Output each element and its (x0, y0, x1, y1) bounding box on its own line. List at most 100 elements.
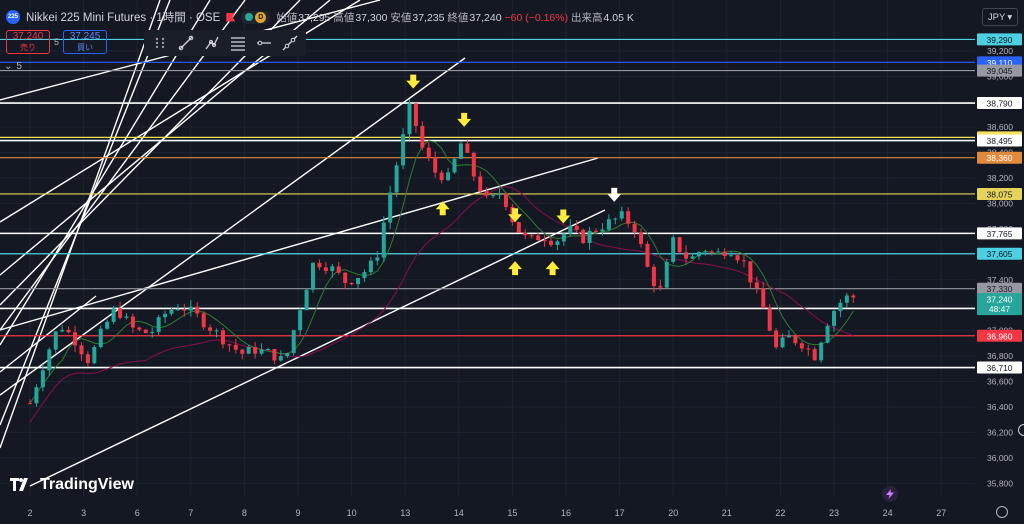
candle (568, 225, 573, 234)
tradingview-logo-mark (10, 478, 28, 491)
gear-icon[interactable] (996, 506, 1008, 518)
price-level-tag (977, 33, 1022, 46)
candle (484, 191, 489, 196)
candle (581, 229, 586, 244)
candle (439, 172, 444, 181)
spread-value: 5 (54, 37, 60, 47)
candle (368, 260, 373, 273)
candle (722, 251, 727, 257)
trendline (0, 157, 599, 331)
candle (536, 235, 541, 241)
candle (645, 243, 650, 267)
candle (696, 251, 701, 257)
candle (105, 321, 110, 329)
candle (349, 282, 354, 285)
candle (73, 332, 78, 346)
sell-button[interactable]: 37,240 売り (6, 30, 50, 54)
tradingview-logo[interactable]: TradingView (10, 476, 134, 494)
x-tick-label: 14 (454, 508, 464, 518)
trendline-icon[interactable] (174, 32, 198, 54)
candle (272, 349, 277, 361)
price-level-label: 39,045 (987, 66, 1013, 76)
candle (832, 311, 836, 326)
time-axis (0, 500, 1024, 524)
drag-handle-icon[interactable] (148, 32, 172, 54)
candle (844, 295, 849, 303)
candle (542, 240, 547, 242)
candle (851, 295, 856, 298)
indicator-collapse[interactable]: ⌄ 5 (4, 61, 22, 72)
candle (619, 211, 624, 219)
candle (452, 158, 457, 173)
candle (754, 282, 759, 289)
candle (28, 403, 32, 405)
candle (188, 306, 193, 311)
symbol-title[interactable]: Nikkei 225 Mini Futures · 1時間 · OSE (26, 12, 221, 24)
candle (156, 317, 161, 333)
candle (516, 222, 521, 233)
multi-point-line-icon[interactable] (200, 32, 224, 54)
horizontal-ray-icon[interactable] (252, 32, 276, 54)
arrow-up-marker (508, 261, 523, 276)
candle (606, 219, 611, 230)
candle (548, 240, 553, 245)
candle (285, 352, 290, 357)
candle (201, 313, 206, 328)
candle (651, 266, 656, 287)
candle (735, 255, 740, 261)
candle (594, 230, 599, 232)
candle (195, 306, 200, 314)
y-tick-label: 38,000 (987, 198, 1013, 208)
current-price-label: 37,240 (987, 295, 1013, 305)
trendline (29, 209, 606, 487)
extended-line-icon[interactable] (278, 32, 302, 54)
fib-retracement-icon[interactable] (226, 32, 250, 54)
candle (317, 262, 322, 268)
symbol-badge[interactable]: 225 (6, 10, 20, 24)
candle (330, 266, 335, 272)
price-level-tag (977, 187, 1022, 200)
candle (426, 147, 431, 158)
y-tick-label: 36,000 (987, 453, 1013, 463)
arrow-down-marker (457, 112, 472, 127)
flag-icon[interactable] (226, 12, 236, 22)
y-tick-label: 36,200 (987, 427, 1013, 437)
candle (780, 337, 785, 348)
candle (774, 330, 779, 348)
scroll-handle[interactable] (1018, 424, 1024, 436)
buy-button[interactable]: 37,245 買い (63, 30, 108, 54)
candle (208, 327, 213, 331)
ohlc-readout: 始値37,295 高値37,300 安値37,235 終値37,240 −60 … (276, 11, 634, 24)
trendline (0, 0, 211, 346)
candle (574, 225, 579, 230)
price-level-label: 38,360 (987, 153, 1013, 163)
candle (677, 237, 682, 253)
candle (639, 232, 644, 244)
candle (53, 331, 58, 350)
x-tick-label: 6 (135, 508, 140, 518)
x-tick-label: 2 (27, 508, 32, 518)
candle (503, 193, 508, 207)
drawing-toolbar (144, 30, 306, 56)
y-tick-label: 37,400 (987, 275, 1013, 285)
price-level-label: 38,075 (987, 189, 1013, 199)
price-level-label: 37,765 (987, 229, 1013, 239)
price-level-tag (977, 247, 1022, 260)
candle (767, 308, 772, 331)
candle (137, 327, 142, 330)
currency-selector[interactable]: JPY ▾ (982, 8, 1018, 26)
x-tick-label: 9 (295, 508, 300, 518)
candle (729, 255, 734, 257)
candle (471, 152, 476, 177)
candle (806, 348, 811, 350)
trendline (0, 0, 161, 449)
candle (761, 288, 766, 309)
candles (28, 98, 856, 407)
candle (169, 309, 174, 314)
candle (220, 330, 225, 345)
moving-average-slow (29, 186, 854, 423)
lightning-icon[interactable] (882, 486, 898, 502)
market-status-pill[interactable]: D (241, 10, 271, 24)
price-level-label: 36,960 (987, 331, 1013, 341)
